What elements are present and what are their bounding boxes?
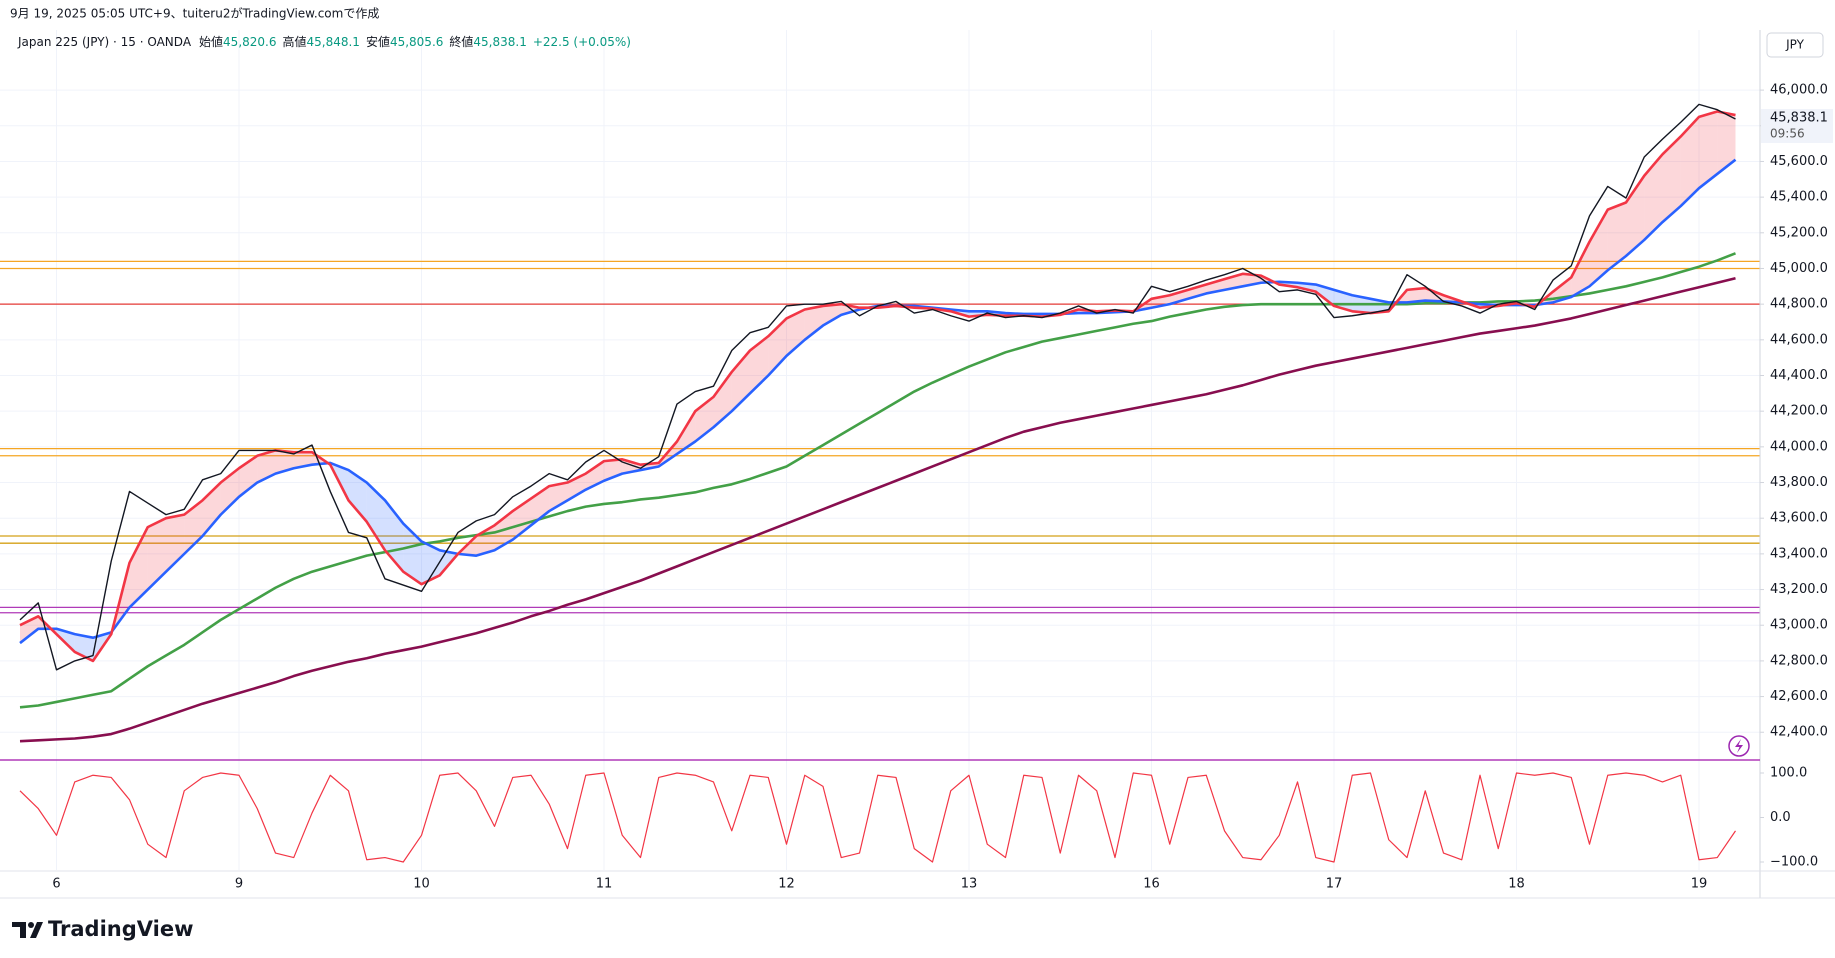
countdown: 09:56 xyxy=(1770,126,1805,140)
x-tick-label: 16 xyxy=(1143,877,1160,892)
y-tick-label: 45,200.0 xyxy=(1770,225,1828,240)
legend-ohlc-label: 終値 xyxy=(449,34,473,49)
brand: TradingView xyxy=(48,917,193,941)
brand-logo: TradingView xyxy=(12,917,193,941)
series-line xyxy=(19,103,1736,671)
band-fill xyxy=(1589,209,1608,287)
band-fill xyxy=(421,541,440,585)
x-tick-label: 18 xyxy=(1508,877,1525,892)
band-fill xyxy=(549,482,568,512)
y-tick-label: 45,400.0 xyxy=(1770,190,1828,205)
band-fill xyxy=(604,459,623,481)
caption: 9月 19, 2025 05:05 UTC+9、tuiteru2がTrading… xyxy=(10,6,379,21)
y-tick-label: 0.0 xyxy=(1770,810,1791,825)
legend-ohlc-label: 始値 xyxy=(199,34,223,49)
x-tick-label: 10 xyxy=(413,877,430,892)
band-fill xyxy=(1571,241,1590,298)
band-fill xyxy=(1699,111,1718,189)
band-fill xyxy=(1644,154,1663,240)
y-tick-label: 46,000.0 xyxy=(1770,83,1828,98)
legend-ohlc-label: 高値 xyxy=(282,34,306,49)
x-tick-label: 13 xyxy=(961,877,978,892)
last-price-box xyxy=(1761,108,1833,143)
alert-bolt xyxy=(1735,739,1743,753)
band-fill xyxy=(147,518,166,590)
y-tick-label: 44,400.0 xyxy=(1770,368,1828,383)
x-tick-label: 9 xyxy=(235,877,243,892)
band-fill xyxy=(1662,136,1681,223)
y-tick-label: 100.0 xyxy=(1770,766,1807,781)
x-tick-label: 6 xyxy=(52,877,60,892)
band-fill xyxy=(786,309,805,356)
band-fill xyxy=(366,482,385,551)
band-fill xyxy=(1407,288,1426,303)
band-fill xyxy=(74,634,93,661)
band-fill xyxy=(1717,111,1736,174)
logo-dot xyxy=(28,922,34,928)
y-tick-label: 43,800.0 xyxy=(1770,475,1828,490)
band-fill xyxy=(293,452,312,469)
logo-t xyxy=(12,922,26,938)
series-line xyxy=(19,110,1736,663)
last-price-label: 45,838.1 xyxy=(1770,110,1828,125)
x-tick-label: 19 xyxy=(1691,877,1708,892)
band-fill xyxy=(804,305,823,340)
legend-ohlc-label: 安値 xyxy=(366,34,390,49)
band-fill xyxy=(1169,289,1188,305)
marks-layer xyxy=(0,103,1760,863)
y-tick-label: 45,600.0 xyxy=(1770,154,1828,169)
x-tick-label: 11 xyxy=(596,877,613,892)
y-tick-label: 44,800.0 xyxy=(1770,297,1828,312)
band-fill xyxy=(275,450,294,474)
band-fill xyxy=(1188,284,1207,299)
y-tick-label: 42,400.0 xyxy=(1770,725,1828,740)
legend-symbol: Japan 225 (JPY) · 15 · OANDA xyxy=(17,35,192,49)
y-tick-label: 43,600.0 xyxy=(1770,511,1828,526)
y-tick-label: 43,000.0 xyxy=(1770,618,1828,633)
y-tick-label: 42,800.0 xyxy=(1770,653,1828,668)
band-fill xyxy=(1680,116,1699,207)
band-fill xyxy=(20,616,39,644)
currency-box[interactable] xyxy=(1766,32,1824,58)
legend-ohlc-value: 45,805.6 xyxy=(390,35,443,49)
y-tick-label: 42,600.0 xyxy=(1770,689,1828,704)
legend-ohlc-value: 45,848.1 xyxy=(307,35,360,49)
legend: Japan 225 (JPY) · 15 · OANDA 始値45,820.6 高値… xyxy=(17,34,631,49)
band-fill xyxy=(823,304,842,326)
band-fill xyxy=(713,371,732,428)
currency[interactable]: JPY xyxy=(1785,38,1805,52)
series-line xyxy=(19,772,1736,863)
y-tick-label: 43,200.0 xyxy=(1770,582,1828,597)
legend-change: +22.5 (+0.05%) xyxy=(533,35,631,49)
y-tick-label: 45,000.0 xyxy=(1770,261,1828,276)
y-tick-label: −100.0 xyxy=(1770,854,1818,869)
y-tick-label: 44,200.0 xyxy=(1770,404,1828,419)
logo-slash xyxy=(30,922,43,938)
band-fill xyxy=(348,470,367,522)
x-tick-label: 12 xyxy=(778,877,795,892)
series-line xyxy=(19,277,1736,743)
legend-ohlc-value: 45,838.1 xyxy=(473,35,526,49)
band-fill xyxy=(129,527,148,608)
y-tick-label: 43,400.0 xyxy=(1770,546,1828,561)
legend-ohlc-value: 45,820.6 xyxy=(223,35,276,49)
y-tick-label: 44,000.0 xyxy=(1770,439,1828,454)
y-tick-label: 44,600.0 xyxy=(1770,332,1828,347)
x-tick-label: 17 xyxy=(1326,877,1343,892)
band-fill xyxy=(1607,202,1626,271)
